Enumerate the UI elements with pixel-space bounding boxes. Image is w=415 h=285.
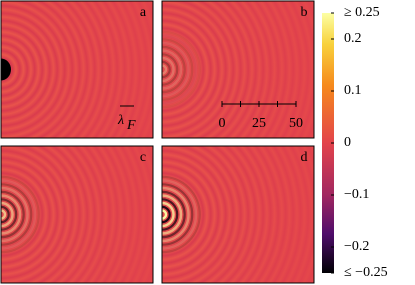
wavelength-subscript: F [126, 118, 136, 133]
panel-image [162, 1, 314, 138]
frame [0, 0, 154, 139]
ring [1, 175, 40, 254]
scalebar-label: 0 [219, 116, 226, 131]
ring [162, 41, 190, 98]
colorbar-label: 0.2 [344, 31, 362, 46]
ring [1, 198, 18, 231]
scalebar-label: 50 [289, 116, 303, 131]
ring [162, 34, 198, 105]
panel-image [1, 146, 153, 283]
colorbar-label: 0.1 [344, 83, 362, 98]
panel [161, 145, 315, 284]
ring [162, 179, 198, 250]
fade [1, 146, 153, 283]
frame [0, 145, 154, 284]
panel-image [162, 146, 314, 283]
ring [1, 194, 22, 235]
fade [162, 1, 314, 138]
panel [161, 0, 315, 139]
panel-image [1, 1, 153, 138]
ring [162, 64, 168, 75]
fade [1, 1, 153, 138]
colorbar-label: ≤ −0.25 [344, 265, 388, 280]
source [1, 58, 11, 81]
colorbar-label: −0.1 [344, 187, 369, 202]
ring [162, 186, 190, 243]
panel-label: d [301, 150, 308, 165]
ring [162, 209, 168, 220]
scalebar-label: 25 [252, 116, 266, 131]
wavelength-symbol: λ [117, 113, 124, 128]
ring [162, 49, 183, 90]
ring [1, 186, 29, 243]
frame [161, 0, 315, 139]
ring [162, 194, 183, 235]
ring [162, 56, 175, 83]
colorbar [322, 13, 334, 273]
fade [162, 146, 314, 283]
panel-label: c [140, 150, 146, 165]
panel-label: a [140, 5, 147, 20]
ring [162, 201, 175, 228]
ring [1, 209, 7, 220]
colorbar-label: ≥ 0.25 [344, 5, 380, 20]
panel [0, 0, 154, 139]
panel [0, 145, 154, 284]
colorbar-label: −0.2 [344, 239, 369, 254]
ring [1, 179, 37, 250]
colorbar-label: 0 [344, 135, 351, 150]
ring [1, 190, 25, 239]
panel-label: b [301, 5, 308, 20]
ring [1, 201, 14, 228]
frame [161, 145, 315, 284]
ring [1, 205, 10, 224]
ring [1, 183, 33, 246]
